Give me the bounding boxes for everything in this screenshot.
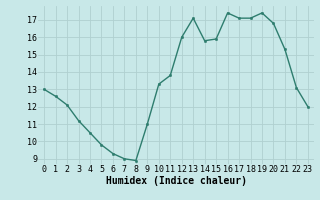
X-axis label: Humidex (Indice chaleur): Humidex (Indice chaleur) [106,176,246,186]
